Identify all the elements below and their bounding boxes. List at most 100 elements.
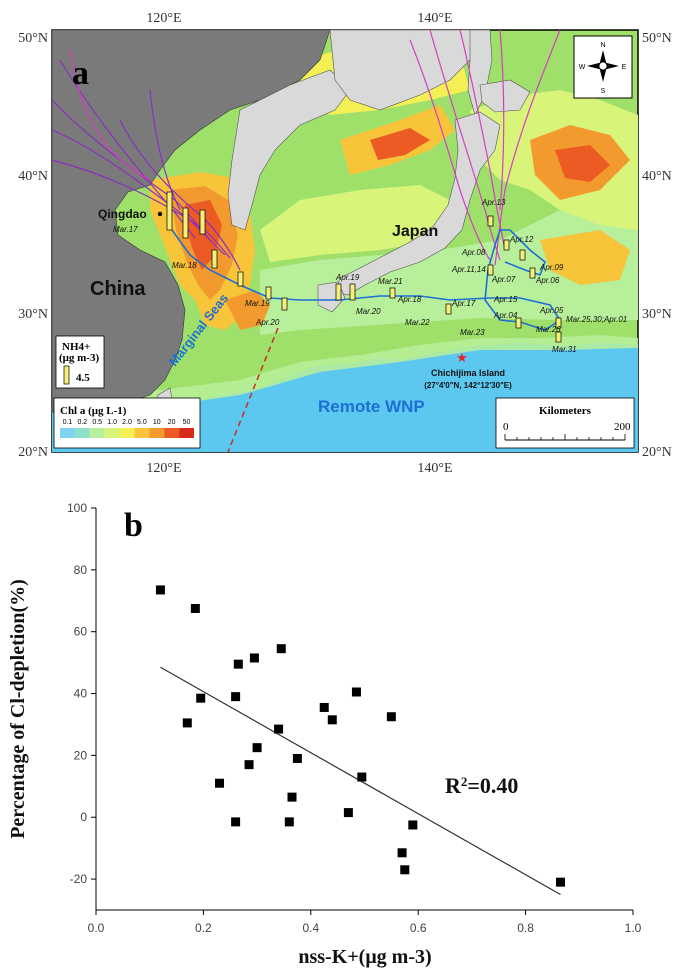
x-tick-label: 0.8 <box>517 921 534 935</box>
chichijima-star-icon: ★ <box>456 351 468 366</box>
nh4-bar <box>281 297 288 311</box>
scatter-point <box>343 808 353 818</box>
scale-bar-title: Kilometers <box>539 405 592 417</box>
r-squared-label: R2=0.40 <box>445 773 518 798</box>
x-tick-label: 0.2 <box>195 921 212 935</box>
y-tick-label: 20 <box>74 748 88 762</box>
trajectory-line <box>51 129 226 256</box>
coastal-orange <box>225 290 270 330</box>
date-label: Apr.06 <box>535 276 560 285</box>
scatter-point <box>397 848 407 858</box>
panel-a-map: a Qingdao China Japan Marginal Seas Remo… <box>18 11 671 476</box>
chl-color-swatch <box>104 428 120 438</box>
date-label: Apr.15 <box>493 295 518 304</box>
date-label: Apr.04 <box>493 311 518 320</box>
chl-colorbar: Chl a (μg L-1) 0.1 0.2 0.5 1.0 2.0 5.0 10 20 50 <box>53 397 201 449</box>
date-label: Apr.18 <box>397 295 422 304</box>
date-label: Mar.22 <box>405 318 430 327</box>
y-tick-label: 0 <box>80 810 87 824</box>
chl-tick-label: 0.5 <box>92 419 102 426</box>
chl-color-swatch <box>149 428 165 438</box>
chl-swatches <box>60 428 194 438</box>
trajectory-line <box>69 49 151 181</box>
y-tick-label: 40 <box>74 687 88 701</box>
longitude-labels: 120°E 120°E 140°E 140°E <box>146 11 452 476</box>
chl-color-swatch <box>119 428 135 438</box>
chl-tick-label: 1.0 <box>107 419 117 426</box>
y-tick-label: 80 <box>74 563 88 577</box>
scatter-point <box>287 792 297 802</box>
date-label: Mar.18 <box>172 261 197 270</box>
panel-letter-a: a <box>72 55 89 92</box>
compass-n: N <box>600 42 605 49</box>
chl-color-swatch <box>164 428 180 438</box>
scale-bar-ticks <box>504 434 626 440</box>
nh4-bar <box>166 191 173 231</box>
date-label: Mar.25,30;Apr.01 <box>566 315 627 324</box>
back-trajectories-magenta <box>69 29 561 266</box>
chl-tick-label: 0.2 <box>77 419 87 426</box>
nh4-bar <box>445 303 452 315</box>
nh4-bar <box>265 286 272 300</box>
latitude-label: 40°N <box>642 169 672 184</box>
chl-colorbar-title: Chl a (μg L-1) <box>60 405 127 417</box>
hokkaido-land <box>479 79 531 113</box>
nh4-legend-title: NH4+ <box>62 341 90 353</box>
scatter-point <box>319 702 329 712</box>
trajectory-line <box>429 29 501 261</box>
japan-sea-red <box>370 128 430 160</box>
r-squared-r: R <box>445 773 462 798</box>
date-label: Apr.19 <box>335 273 360 282</box>
nh4-bars <box>166 191 562 343</box>
chl-color-swatch <box>134 428 150 438</box>
nh4-bar <box>555 331 562 343</box>
japan-sea-yellow-green <box>260 185 450 262</box>
scatter-point <box>215 778 225 788</box>
date-label: Apr.13 <box>481 198 506 207</box>
region-boundary <box>227 327 279 453</box>
scatter-point <box>155 585 165 595</box>
date-label: Mar.17 <box>113 225 138 234</box>
latitude-label: 20°N <box>18 445 48 460</box>
date-label: Apr.20 <box>255 318 280 327</box>
nh4-legend-bar <box>63 365 70 385</box>
longitude-label: 120°E <box>146 461 181 476</box>
chl-tick-label: 10 <box>153 419 161 426</box>
date-label: Apr.17 <box>451 299 476 308</box>
x-tick-label: 0.0 <box>88 921 105 935</box>
date-label: Mar.31 <box>552 345 577 354</box>
chl-color-swatch <box>74 428 90 438</box>
x-tick-label: 0.6 <box>410 921 427 935</box>
date-label: Apr.12 <box>509 235 534 244</box>
latitude-label: 30°N <box>642 307 672 322</box>
y-axis-ticks: -20 0 20 40 60 80 100 <box>67 501 96 886</box>
nh4-bar <box>519 249 526 261</box>
chichijima-label: Chichijima Island <box>431 368 505 378</box>
y-tick-label: -20 <box>70 872 88 886</box>
trajectory-line <box>494 29 561 266</box>
nh4-legend: NH4+ (μg m-3) 4.5 <box>55 335 105 389</box>
scatter-point <box>400 865 410 875</box>
chl-ticks: 0.1 0.2 0.5 1.0 2.0 5.0 10 20 50 <box>63 419 191 426</box>
scatter-point <box>556 877 566 887</box>
scale-bar-max: 200 <box>614 421 631 433</box>
nh4-bar <box>199 209 206 235</box>
panel-b-scatter: b 0.0 0.2 0.4 0.6 0.8 1.0 -20 0 20 40 60 80 100 R2=… <box>7 501 642 968</box>
compass-rose: N S E W <box>573 35 633 99</box>
scatter-point <box>274 724 284 734</box>
scatter-point <box>292 753 302 763</box>
chl-color-swatch <box>89 428 105 438</box>
y-tick-label: 100 <box>67 501 87 515</box>
y-tick-label: 60 <box>74 625 88 639</box>
latitude-label: 50°N <box>642 31 672 46</box>
chl-tick-label: 50 <box>183 419 191 426</box>
longitude-label: 120°E <box>146 11 181 26</box>
trajectory-line <box>149 89 181 211</box>
scatter-point <box>351 687 361 697</box>
nh4-bar <box>487 215 494 227</box>
date-label: Apr.07 <box>491 275 516 284</box>
chl-tick-label: 5.0 <box>137 419 147 426</box>
date-label: Mar.21 <box>378 277 403 286</box>
china-label: China <box>90 278 146 300</box>
